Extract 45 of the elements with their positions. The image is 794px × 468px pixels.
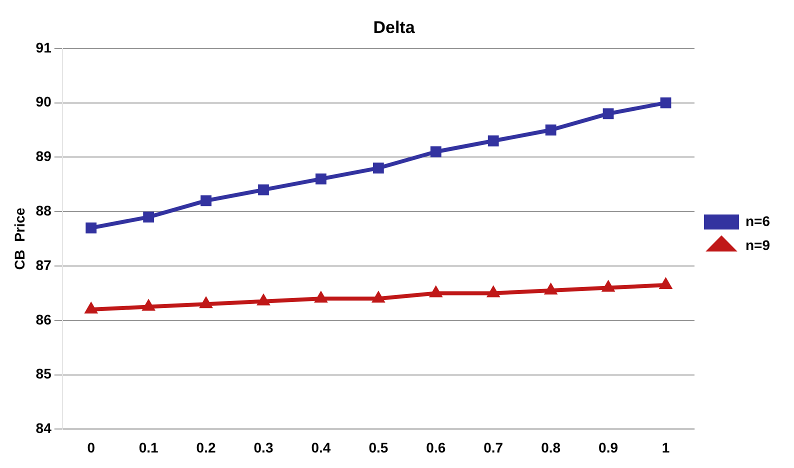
y-tick-label: 91 bbox=[36, 39, 52, 56]
point bbox=[429, 286, 442, 298]
point bbox=[86, 222, 97, 234]
y-tick-label: 84 bbox=[36, 420, 52, 436]
point bbox=[486, 286, 500, 298]
legend-label: n=6 bbox=[745, 212, 770, 229]
point bbox=[314, 291, 328, 303]
point bbox=[430, 146, 442, 158]
x-tick-label: 0.6 bbox=[426, 439, 446, 456]
x-tick-label: 0.5 bbox=[368, 439, 388, 456]
x-tick-label: 0.4 bbox=[311, 439, 331, 456]
point bbox=[372, 291, 385, 303]
y-tick-label: 90 bbox=[36, 94, 52, 110]
y-tick-label: 87 bbox=[36, 256, 52, 273]
point bbox=[372, 162, 384, 174]
point bbox=[143, 212, 154, 222]
x-tick-label: 0.7 bbox=[484, 439, 504, 456]
chart-title: Delta bbox=[373, 18, 416, 37]
point bbox=[545, 124, 556, 136]
y-tick-label: 85 bbox=[36, 366, 52, 382]
x-tick-label: 0.8 bbox=[541, 439, 561, 456]
x-tick-label: 0 bbox=[87, 439, 96, 456]
point bbox=[200, 195, 212, 206]
y-axis-title: CB Price bbox=[11, 207, 28, 270]
point bbox=[256, 294, 270, 306]
point bbox=[660, 97, 672, 108]
point bbox=[84, 302, 98, 314]
y-tick-label: 86 bbox=[36, 311, 52, 328]
point bbox=[659, 278, 672, 290]
x-tick-label: 0.2 bbox=[196, 439, 216, 456]
point bbox=[602, 280, 615, 292]
point bbox=[544, 282, 558, 294]
y-tick-label: 89 bbox=[36, 148, 52, 164]
point bbox=[316, 174, 326, 184]
point bbox=[488, 135, 499, 146]
point bbox=[602, 108, 614, 120]
y-tick-label: 88 bbox=[36, 202, 52, 218]
point bbox=[199, 296, 213, 308]
point bbox=[258, 184, 269, 196]
x-tick-label: 0.1 bbox=[138, 439, 159, 456]
x-tick-label: 1 bbox=[662, 439, 670, 456]
point bbox=[142, 299, 156, 311]
x-tick-label: 0.3 bbox=[254, 439, 274, 456]
legend-label: n=9 bbox=[745, 236, 770, 253]
x-tick-label: 0.9 bbox=[598, 439, 618, 456]
